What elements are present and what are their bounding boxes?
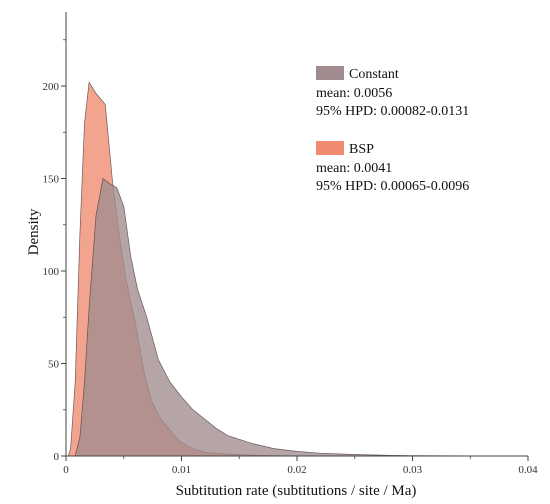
series-area-constant xyxy=(74,177,529,457)
x-axis-title: Subtitution rate (subtitutions / site / … xyxy=(176,483,417,499)
legend: Constant mean: 0.0056 95% HPD: 0.00082-0.0… xyxy=(316,66,469,194)
y-tick-label: 150 xyxy=(43,174,60,186)
legend-swatch-constant xyxy=(316,66,344,80)
legend-label-bsp: BSP xyxy=(349,142,374,157)
legend-stat-constant: mean: 0.0056 xyxy=(316,86,392,101)
legend-stat-constant: 95% HPD: 0.00082-0.0131 xyxy=(316,104,469,119)
x-tick-label: 0.02 xyxy=(287,464,306,476)
legend-swatch-bsp xyxy=(316,141,344,155)
x-tick-label: 0.01 xyxy=(172,464,191,476)
y-tick-label: 200 xyxy=(43,81,60,93)
y-tick-label: 50 xyxy=(48,359,60,371)
axes: 0 50 100 150 200 0 0.01 0.02 0.03 0.04 xyxy=(43,12,538,476)
x-tick-label: 0.04 xyxy=(518,464,538,476)
x-tick-label: 0.03 xyxy=(403,464,423,476)
y-tick-label: 0 xyxy=(54,451,60,463)
y-axis-title: Density xyxy=(26,208,42,255)
x-tick-label: 0 xyxy=(63,464,69,476)
y-tick-label: 100 xyxy=(43,266,60,278)
plot-area xyxy=(67,81,529,457)
legend-stat-bsp: 95% HPD: 0.00065-0.0096 xyxy=(316,179,469,194)
legend-stat-bsp: mean: 0.0041 xyxy=(316,161,392,176)
legend-label-constant: Constant xyxy=(349,67,399,82)
